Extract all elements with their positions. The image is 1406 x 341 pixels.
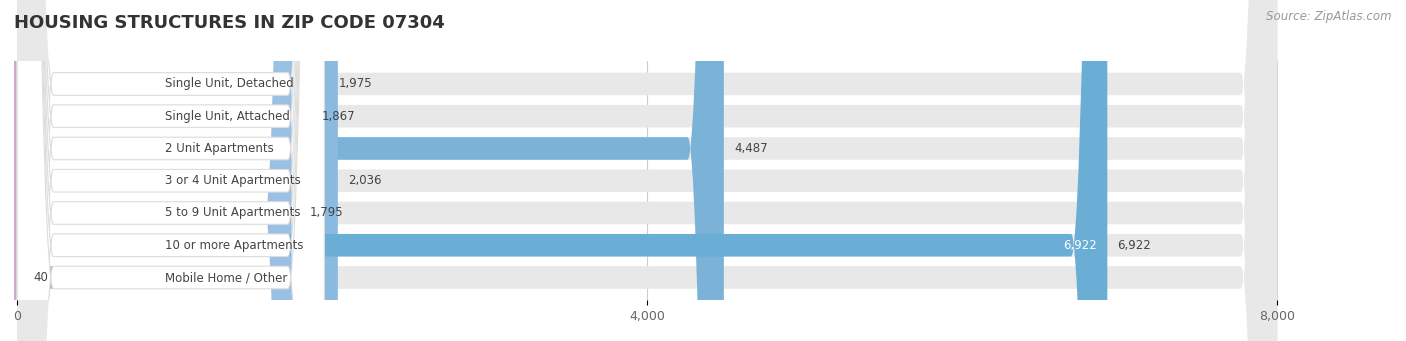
Text: 1,867: 1,867 xyxy=(322,110,354,123)
Text: HOUSING STRUCTURES IN ZIP CODE 07304: HOUSING STRUCTURES IN ZIP CODE 07304 xyxy=(14,14,444,32)
FancyBboxPatch shape xyxy=(17,0,1108,341)
FancyBboxPatch shape xyxy=(17,0,325,341)
FancyBboxPatch shape xyxy=(17,0,337,341)
FancyBboxPatch shape xyxy=(17,0,1277,341)
Text: 1,795: 1,795 xyxy=(309,207,343,220)
FancyBboxPatch shape xyxy=(17,0,325,341)
FancyBboxPatch shape xyxy=(17,0,325,341)
Text: 4,487: 4,487 xyxy=(734,142,768,155)
FancyBboxPatch shape xyxy=(17,0,328,341)
Text: Single Unit, Detached: Single Unit, Detached xyxy=(165,77,294,90)
FancyBboxPatch shape xyxy=(17,0,1277,341)
FancyBboxPatch shape xyxy=(0,0,53,341)
FancyBboxPatch shape xyxy=(17,0,325,341)
FancyBboxPatch shape xyxy=(17,0,1277,341)
Text: Source: ZipAtlas.com: Source: ZipAtlas.com xyxy=(1267,10,1392,23)
Text: 2 Unit Apartments: 2 Unit Apartments xyxy=(165,142,273,155)
FancyBboxPatch shape xyxy=(17,0,1277,341)
Text: 3 or 4 Unit Apartments: 3 or 4 Unit Apartments xyxy=(165,174,301,187)
FancyBboxPatch shape xyxy=(17,0,325,341)
FancyBboxPatch shape xyxy=(17,0,1277,341)
Text: 5 to 9 Unit Apartments: 5 to 9 Unit Apartments xyxy=(165,207,299,220)
FancyBboxPatch shape xyxy=(17,0,1277,341)
FancyBboxPatch shape xyxy=(17,0,325,341)
Text: 1,975: 1,975 xyxy=(339,77,373,90)
Text: 2,036: 2,036 xyxy=(347,174,381,187)
Text: Mobile Home / Other: Mobile Home / Other xyxy=(165,271,287,284)
Text: 40: 40 xyxy=(34,271,48,284)
FancyBboxPatch shape xyxy=(17,0,1277,341)
Text: 6,922: 6,922 xyxy=(1063,239,1097,252)
Text: 10 or more Apartments: 10 or more Apartments xyxy=(165,239,304,252)
Text: 6,922: 6,922 xyxy=(1118,239,1152,252)
FancyBboxPatch shape xyxy=(17,0,325,341)
FancyBboxPatch shape xyxy=(17,0,299,341)
FancyBboxPatch shape xyxy=(17,0,724,341)
FancyBboxPatch shape xyxy=(17,0,311,341)
Text: Single Unit, Attached: Single Unit, Attached xyxy=(165,110,290,123)
